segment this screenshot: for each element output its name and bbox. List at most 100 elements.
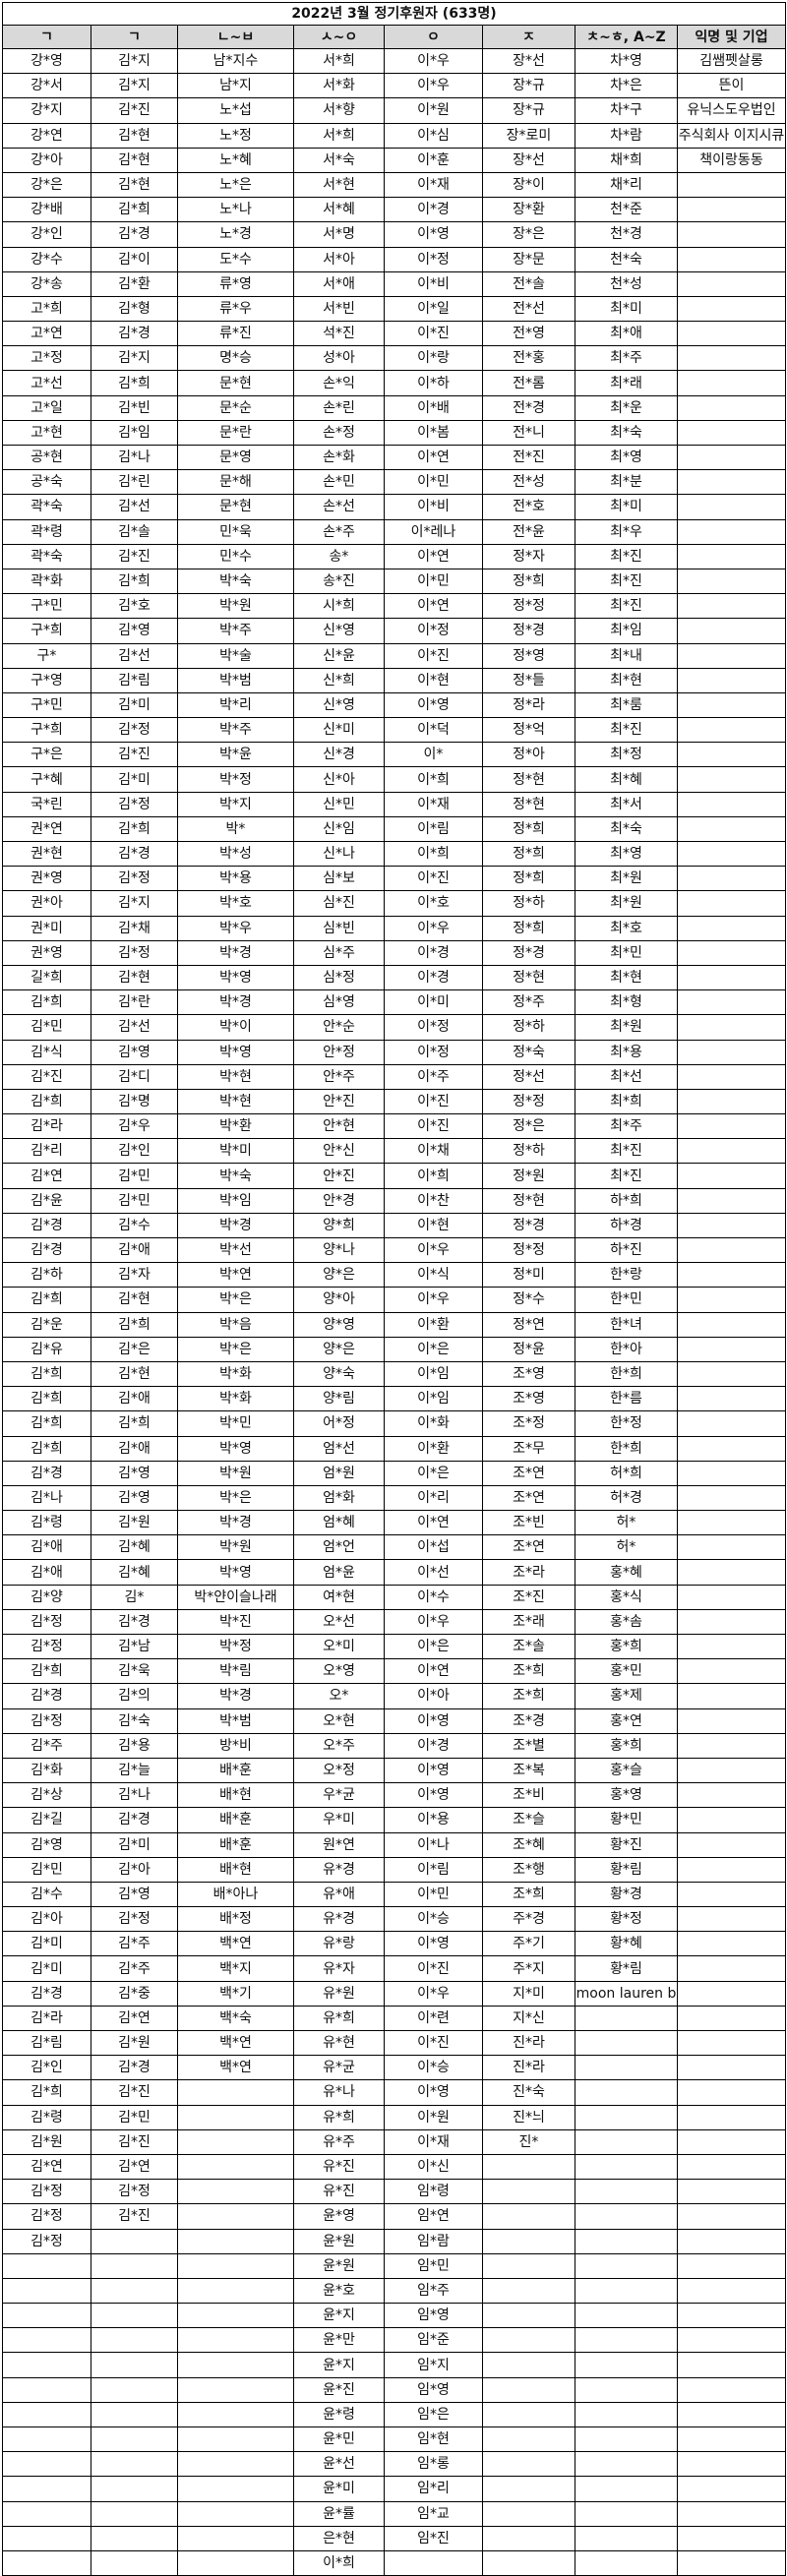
donor-cell [91, 2451, 178, 2478]
donor-cell: 박*영 [177, 1559, 294, 1586]
donor-cell: 오*주 [293, 1732, 385, 1759]
donor-cell: 이*은 [384, 1460, 483, 1486]
donor-cell: 백*기 [177, 1980, 294, 2007]
donor-cell: 배*현 [177, 1782, 294, 1809]
donor-cell: 하*희 [575, 1187, 678, 1214]
donor-cell: 강*지 [2, 97, 91, 124]
donor-cell: 김*미 [91, 766, 178, 793]
donor-cell: 김*희 [2, 1386, 91, 1412]
donor-cell: 김*경 [2, 1236, 91, 1264]
donor-cell: 김*현 [91, 1287, 178, 1313]
donor-cell [676, 1236, 787, 1264]
donor-cell: 최*원 [575, 1014, 678, 1041]
donor-cell: 임*현 [384, 2426, 483, 2453]
donor-cell: 엄*언 [293, 1534, 385, 1561]
donor-cell: 임*지 [384, 2352, 483, 2378]
donor-cell: 조*행 [482, 1856, 575, 1883]
donor-cell [575, 2451, 678, 2478]
donor-cell: 김*희 [91, 370, 178, 396]
donor-cell [676, 2252, 787, 2279]
table-row: 김*경 김*의 박*경 오* 이*아 조*희 홍*제 [2, 1683, 787, 1709]
donor-cell: 차*영 [575, 47, 678, 75]
donor-cell: 남*지수 [177, 47, 294, 75]
donor-cell: 안*신 [293, 1138, 385, 1165]
donor-cell: 최*현 [575, 964, 678, 991]
donor-cell: 김*희 [2, 1410, 91, 1437]
table-row: 김*라 김*우 박*환 안*현 이*진 정*은 최*주 [2, 1113, 787, 1140]
donor-cell: 안*주 [293, 1063, 385, 1090]
donor-cell: 김*아 [91, 1856, 178, 1883]
donor-cell: 이*재 [384, 2128, 483, 2155]
donor-cell [2, 2525, 91, 2551]
donor-cell [676, 1386, 787, 1412]
donor-cell: 정*정 [482, 1236, 575, 1264]
donor-cell: 박*연 [177, 1262, 294, 1288]
donor-cell [91, 2476, 178, 2502]
donor-cell: 양*영 [293, 1311, 385, 1338]
donor-cell [676, 717, 787, 744]
table-row: 김*리 김*인 박*미 안*신 이*채 정*하 최*진 [2, 1138, 787, 1165]
donor-cell: 차*구 [575, 97, 678, 124]
donor-cell [177, 2549, 294, 2576]
donor-cell: 김*애 [91, 1435, 178, 1462]
donor-cell [676, 2476, 787, 2502]
donor-cell: 이*정 [384, 1039, 483, 1065]
donor-cell: 임*롱 [384, 2451, 483, 2478]
donor-cell: 이*연 [384, 543, 483, 569]
donor-cell: 홍*연 [575, 1707, 678, 1734]
donor-cell: 최*숙 [575, 419, 678, 447]
donor-cell: 김*경 [91, 1608, 178, 1636]
table-row: 김*령 김*원 박*경 엄*혜 이*연 조*빈 허* [2, 1510, 787, 1536]
donor-cell [482, 2277, 575, 2305]
donor-cell [676, 1484, 787, 1512]
table-row: 김*인 김*경 백*연 유*균 이*승 진*라 [2, 2055, 787, 2081]
donor-cell [676, 1980, 787, 2007]
table-row: 김*경 김*영 박*원 엄*원 이*은 조*연 허*희 [2, 1460, 787, 1486]
donor-cell [676, 221, 787, 248]
donor-cell: 김*정 [91, 939, 178, 966]
donor-cell: 이*진 [384, 1113, 483, 1140]
donor-cell [575, 2426, 678, 2453]
donor-cell: 김*희 [2, 1658, 91, 1685]
donor-cell: 김쌤펫살롱 [676, 47, 787, 75]
donor-cell: 채*희 [575, 147, 678, 173]
donor-cell: 윤*령 [293, 2401, 385, 2428]
donor-cell: 최*분 [575, 469, 678, 496]
table-row: 김*애 김*혜 박*영 엄*윤 이*선 조*라 홍*혜 [2, 1559, 787, 1586]
donor-cell [91, 2277, 178, 2305]
donor-cell: 이*호 [384, 890, 483, 917]
donor-cell [575, 2476, 678, 2502]
donor-cell: 이*덕 [384, 717, 483, 744]
donor-cell: 홍*희 [575, 1633, 678, 1660]
donor-cell: 박*선 [177, 1236, 294, 1264]
donor-cell: 황*혜 [575, 1931, 678, 1957]
donor-cell: 김*연 [2, 2153, 91, 2181]
donor-cell: 박*우 [177, 915, 294, 941]
donor-cell: 고*일 [2, 394, 91, 421]
donor-cell: 신*영 [293, 691, 385, 719]
donor-cell: 신*경 [293, 742, 385, 768]
donor-cell [177, 2476, 294, 2502]
donor-cell: 박*범 [177, 1707, 294, 1734]
donor-cell: 석*진 [293, 321, 385, 347]
donor-cell [676, 1287, 787, 1313]
donor-cell: 남*지 [177, 73, 294, 99]
sheet-title: 2022년 3월 정기후원자 (633명) [1, 2, 787, 26]
donor-cell: 유*진 [293, 2179, 385, 2205]
donor-cell: 배*현 [177, 1856, 294, 1883]
donor-cell: 김*애 [91, 1386, 178, 1412]
donor-cell: 최*진 [575, 568, 678, 595]
donor-cell [482, 2352, 575, 2378]
donor-cell: 주*경 [482, 1906, 575, 1933]
donor-cell: 손*민 [293, 469, 385, 496]
donor-cell: 문*란 [177, 419, 294, 447]
donor-cell: 김*경 [2, 1980, 91, 2007]
donor-cell: 이*은 [384, 1633, 483, 1660]
donor-cell: 서*숙 [293, 147, 385, 173]
donor-cell [676, 691, 787, 719]
donor-cell: 윤*진 [293, 2376, 385, 2403]
donor-cell: 한*희 [575, 1435, 678, 1462]
donor-cell: 우*미 [293, 1807, 385, 1833]
donor-cell: 임*주 [384, 2277, 483, 2305]
donor-cell: 전*진 [482, 444, 575, 471]
